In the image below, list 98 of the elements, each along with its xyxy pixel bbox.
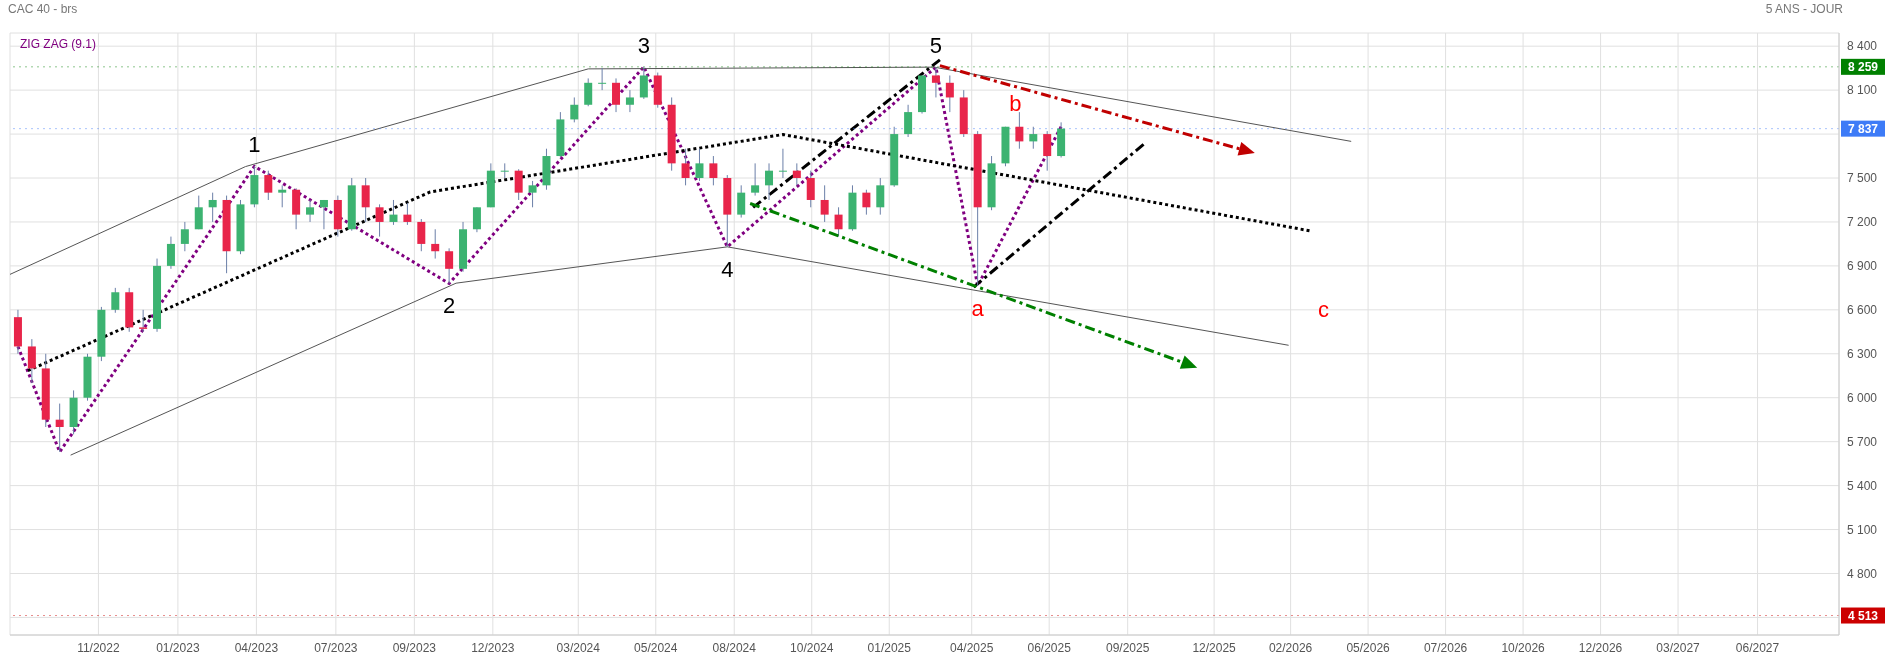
y-tick-label: 4 800 (1847, 566, 1878, 581)
candlestick (931, 66, 940, 98)
candlestick (389, 199, 398, 226)
annotation: a (971, 295, 985, 321)
candlestick (904, 104, 913, 138)
candlestick (834, 206, 843, 238)
x-tick-label: 06/2027 (1735, 640, 1780, 655)
y-tick-label: 6 600 (1847, 303, 1878, 318)
y-tick-label: 8 100 (1847, 83, 1878, 98)
x-tick-label: 09/2025 (1105, 640, 1150, 655)
annotation: 3 (637, 32, 650, 58)
x-tick-label: 12/2025 (1192, 640, 1237, 655)
candlestick (862, 189, 871, 216)
candlestick (278, 184, 287, 208)
annotation: 5 (929, 33, 943, 59)
candlestick (570, 96, 579, 123)
candlestick (778, 148, 787, 179)
y-tick-label: 6 900 (1847, 259, 1878, 274)
x-tick-label: 08/2024 (712, 640, 757, 655)
candlestick (765, 162, 774, 201)
candlestick (264, 170, 273, 201)
candlestick (806, 170, 815, 208)
annotation: c (1317, 297, 1329, 323)
x-tick-label: 06/2025 (1027, 640, 1072, 655)
candlestick (945, 74, 954, 113)
x-tick-label: 03/2027 (1656, 640, 1701, 655)
y-tick-label: 6 300 (1847, 347, 1878, 362)
candlestick (361, 177, 370, 223)
candlestick (445, 247, 454, 284)
candlestick (681, 148, 690, 186)
y-tick-label: 8 400 (1847, 39, 1878, 54)
candlestick (695, 148, 704, 182)
y-tick-label: 7 200 (1847, 215, 1878, 230)
y-tick-label: 5 400 (1847, 478, 1878, 493)
x-tick-label: 09/2023 (392, 640, 437, 655)
candlestick (472, 206, 481, 233)
y-tick-label: 5 100 (1847, 522, 1878, 537)
candlestick (417, 218, 426, 252)
candlestick (751, 162, 760, 197)
annotation: b (1009, 90, 1022, 116)
candlestick (876, 177, 885, 216)
x-tick-label: 03/2024 (556, 640, 601, 655)
x-tick-label: 10/2024 (790, 640, 834, 655)
candlestick (598, 67, 607, 91)
ref-line-label: 4 513 (1847, 608, 1879, 623)
candlestick (1015, 111, 1024, 150)
candlestick (375, 203, 384, 238)
ref-line-label: 8 259 (1847, 59, 1879, 74)
candlestick (612, 77, 621, 113)
candlestick (431, 228, 440, 260)
x-tick-label: 05/2026 (1346, 640, 1391, 655)
x-tick-label: 04/2025 (950, 640, 994, 655)
line-series (70, 246, 1290, 456)
line-series (10, 66, 1352, 275)
candlestick (737, 184, 746, 219)
text: ZIG ZAG (9.1) (20, 37, 97, 51)
candlestick (625, 89, 634, 113)
x-tick-label: 05/2024 (634, 640, 678, 655)
candlestick (139, 309, 148, 333)
candlestick (792, 162, 801, 186)
x-tick-label: 11/2022 (77, 640, 120, 655)
y-tick-label: 7 500 (1847, 171, 1878, 186)
annotation: 2 (442, 293, 456, 319)
x-tick-label: 10/2026 (1501, 640, 1546, 655)
x-tick-label: 12/2023 (471, 640, 515, 655)
x-tick-label: 12/2026 (1578, 640, 1623, 655)
x-tick-label: 01/2023 (156, 640, 200, 655)
candlestick (180, 221, 189, 252)
y-tick-label: 6 000 (1847, 390, 1878, 405)
candlestick (514, 168, 523, 201)
candlestick (500, 162, 509, 179)
candlestick (166, 236, 175, 270)
candlestick (55, 403, 64, 453)
candlestick (528, 180, 537, 208)
candlestick (208, 192, 217, 223)
chart-title: CAC 40 - brs (8, 2, 78, 16)
candlestick (111, 287, 120, 314)
ref-line-label: 7 837 (1847, 121, 1879, 136)
candlestick (1029, 126, 1038, 150)
candlestick (27, 338, 36, 384)
candlestick (306, 199, 315, 223)
candlestick (1043, 130, 1052, 172)
x-tick-label: 02/2026 (1268, 640, 1313, 655)
x-tick-label: 07/2026 (1423, 640, 1468, 655)
candlestick (639, 66, 648, 100)
x-tick-label: 07/2023 (314, 640, 358, 655)
candlestick (820, 184, 829, 223)
x-tick-label: 01/2025 (867, 640, 912, 655)
candlestick (403, 202, 412, 226)
chart-subtitle: 5 ANS - JOUR (1765, 2, 1843, 16)
candlestick (709, 155, 718, 186)
x-tick-label: 04/2023 (234, 640, 279, 655)
annotation: 4 (721, 256, 734, 282)
candlestick (319, 199, 328, 230)
y-tick-label: 5 700 (1847, 434, 1878, 449)
annotation: 1 (248, 132, 261, 158)
candlestick (584, 77, 593, 107)
candlestick (194, 195, 203, 230)
